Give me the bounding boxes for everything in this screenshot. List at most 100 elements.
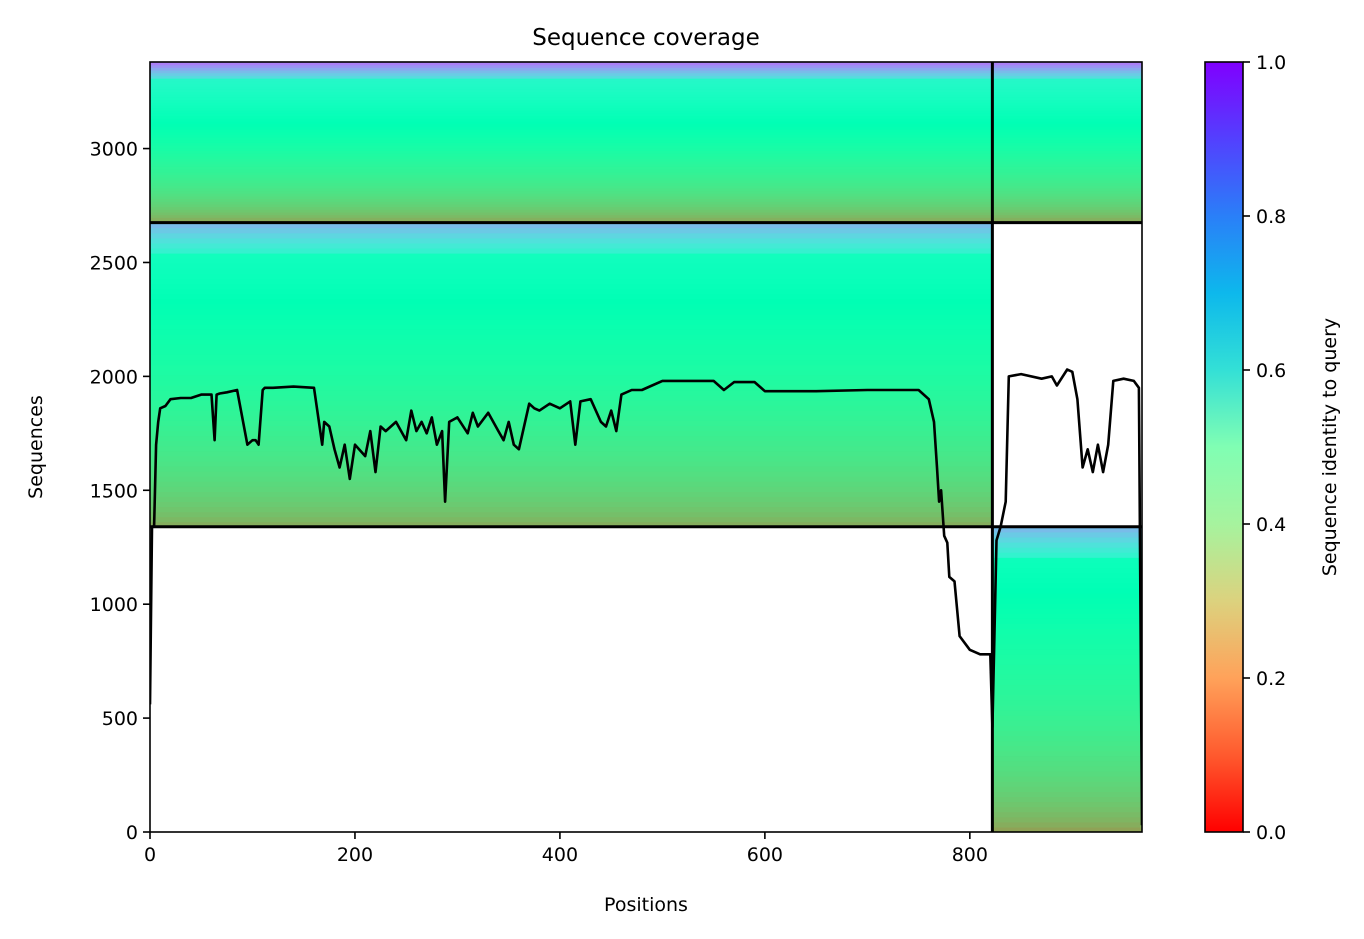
heatmap-band	[150, 425, 993, 432]
heatmap-band	[992, 531, 1142, 538]
heatmap-band	[150, 491, 993, 497]
heatmap-band	[150, 182, 1142, 186]
x-tick-label: 200	[337, 844, 373, 866]
heatmap-band	[150, 80, 1142, 85]
colorbar-tick-label: 0.8	[1256, 206, 1286, 228]
heatmap-band	[150, 268, 993, 274]
heatmap-band	[992, 781, 1142, 787]
heatmap-band	[992, 740, 1142, 747]
heatmap-band	[150, 465, 993, 472]
heatmap-band	[992, 714, 1142, 721]
heatmap-band	[992, 643, 1142, 650]
heatmap-band	[150, 435, 993, 442]
heatmap-band	[150, 247, 993, 254]
heatmap-band	[992, 577, 1142, 584]
heatmap-band	[150, 339, 993, 345]
y-tick-label: 2000	[90, 366, 138, 388]
heatmap-band	[150, 222, 993, 229]
heatmap-band	[992, 755, 1142, 762]
heatmap-band	[992, 745, 1142, 752]
heatmap-band	[150, 460, 993, 467]
heatmap-band	[992, 821, 1142, 828]
heatmap-band	[150, 64, 1142, 68]
heatmap-band	[150, 501, 993, 508]
heatmap-band	[150, 242, 993, 249]
heatmap-band	[150, 163, 1142, 167]
heatmap-band	[150, 185, 1142, 189]
chart-title: Sequence coverage	[532, 25, 760, 51]
heatmap-band	[992, 628, 1142, 635]
heatmap-band	[150, 288, 993, 295]
heatmap-band	[150, 258, 993, 264]
heatmap-band	[150, 334, 993, 340]
heatmap-band	[150, 521, 993, 528]
heatmap-band	[150, 455, 993, 462]
heatmap-band	[150, 232, 993, 239]
heatmap-band	[150, 308, 993, 315]
plot-area-frame	[149, 61, 1143, 833]
heatmap-band	[150, 126, 1142, 130]
heatmap-band	[150, 374, 993, 381]
heatmap-band	[150, 227, 993, 234]
heatmap-band	[992, 633, 1142, 640]
heatmap-band	[150, 96, 1142, 101]
colorbar-tick-label: 0.6	[1256, 360, 1286, 382]
heatmap-block-chain-B-unpaired	[992, 526, 1142, 832]
heatmap-band	[150, 516, 993, 523]
heatmap-band	[992, 786, 1142, 792]
heatmap-band	[150, 344, 993, 350]
x-axis: 0 200 400 600 800	[144, 832, 988, 866]
heatmap-band	[150, 273, 993, 279]
heatmap-band	[992, 618, 1142, 625]
heatmap-band	[150, 118, 1142, 122]
heatmap-band	[992, 826, 1142, 832]
heatmap-band	[150, 278, 993, 285]
y-tick-label: 500	[102, 708, 138, 730]
heatmap-block-chain-A-unpaired	[150, 222, 993, 528]
heatmap-band	[150, 150, 1142, 154]
colorbar-axis: 0.0 0.2 0.4 0.6 0.8 1.0	[1243, 52, 1286, 844]
heatmap-band	[150, 169, 1142, 173]
heatmap-band	[150, 102, 1142, 106]
heatmap-band	[992, 587, 1142, 594]
x-tick-label: 400	[542, 844, 578, 866]
heatmap-band	[992, 557, 1142, 563]
heatmap-band	[150, 139, 1142, 143]
heatmap-band	[992, 664, 1142, 670]
y-tick-label: 0	[126, 822, 138, 844]
heatmap-band	[992, 679, 1142, 686]
heatmap-band	[992, 816, 1142, 823]
heatmap-band	[150, 120, 1142, 125]
heatmap-band	[992, 597, 1142, 604]
heatmap-band	[150, 131, 1142, 135]
heatmap-band	[150, 354, 993, 361]
heatmap-band	[150, 481, 993, 487]
colorbar-title: Sequence identity to query	[1319, 318, 1341, 576]
heatmap-band	[992, 541, 1142, 548]
heatmap-band	[150, 88, 1142, 93]
heatmap-band	[992, 648, 1142, 655]
x-tick-label: 800	[952, 844, 988, 866]
heatmap-band	[150, 153, 1142, 157]
y-tick-label: 3000	[90, 139, 138, 161]
heatmap-band	[150, 506, 993, 513]
y-axis: 0 500 1000 1500 2000 2500 3000	[90, 139, 150, 844]
heatmap-band	[150, 187, 1142, 192]
heatmap-band	[992, 552, 1142, 558]
heatmap-band	[150, 166, 1142, 170]
heatmap-band	[150, 209, 1142, 213]
heatmap-band	[992, 811, 1142, 818]
heatmap-band	[150, 147, 1142, 151]
heatmap-band	[992, 536, 1142, 543]
heatmap-band	[992, 694, 1142, 701]
y-tick-label: 1000	[90, 594, 138, 616]
heatmap-block-paired	[150, 62, 1142, 224]
heatmap-band	[992, 684, 1142, 691]
heatmap-blocks	[150, 62, 1142, 832]
heatmap-band	[150, 83, 1142, 87]
heatmap-band	[150, 94, 1142, 98]
heatmap-band	[150, 78, 1142, 82]
heatmap-band	[150, 440, 993, 447]
heatmap-band	[150, 155, 1142, 159]
